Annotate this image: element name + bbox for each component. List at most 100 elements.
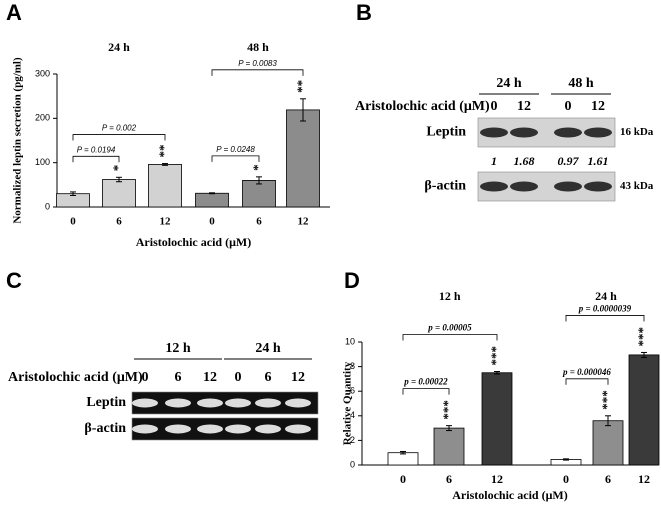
bar <box>433 427 465 466</box>
x-tick-label: 12 <box>638 472 650 486</box>
treatment-label: Aristolochic acid (μM) <box>8 370 143 385</box>
group-title: 24 h <box>595 289 617 303</box>
quantity-label: 1.61 <box>588 154 609 168</box>
quantity-label: 1 <box>491 154 497 168</box>
bar <box>195 192 229 208</box>
bracket <box>402 334 498 341</box>
p-value-label: P = 0.002 <box>102 124 137 133</box>
p-value-label: p = 0.00022 <box>403 377 448 387</box>
blot-band <box>285 424 311 434</box>
dose-label: 0 <box>565 99 572 114</box>
bar <box>286 109 320 208</box>
y-tick-label: 6 <box>350 386 355 396</box>
dose-label: 6 <box>175 370 182 385</box>
dose-label: 0 <box>491 99 498 114</box>
treatment-label: Aristolochic acid (μM) <box>355 99 490 114</box>
significance-stars: * <box>110 165 125 172</box>
bar <box>628 354 660 466</box>
y-tick-label: 200 <box>35 113 50 123</box>
blot-band <box>584 127 612 138</box>
size-label: 16 kDa <box>620 126 654 138</box>
size-label: 43 kDa <box>620 180 654 192</box>
x-axis-label: Aristolochic acid (μM) <box>136 235 251 249</box>
bar <box>481 372 513 466</box>
y-tick-label: 300 <box>35 68 50 78</box>
significance-stars: *** <box>635 327 650 347</box>
dose-label: 0 <box>235 370 242 385</box>
y-tick-label: 0 <box>350 459 355 469</box>
x-tick-label: 0 <box>70 216 76 228</box>
x-tick-label: 6 <box>605 472 611 486</box>
row-label: Leptin <box>86 395 126 410</box>
blot-band <box>584 181 612 192</box>
p-value-label: p = 0.0000039 <box>578 304 632 314</box>
p-value-label: P = 0.0083 <box>238 59 277 68</box>
bar <box>102 179 136 208</box>
blot-band <box>132 398 158 408</box>
dose-label: 12 <box>517 99 531 114</box>
y-axis-label: Relative Quantity <box>342 361 354 445</box>
blot-band <box>255 424 281 434</box>
x-tick-label: 12 <box>491 472 503 486</box>
x-tick-label: 0 <box>400 472 406 486</box>
row-label: Leptin <box>426 125 466 140</box>
group-title: 24 h <box>255 341 281 356</box>
p-value-label: P = 0.0194 <box>77 145 116 154</box>
panel-letter: D <box>344 268 360 293</box>
panel-letter: C <box>6 268 22 293</box>
y-tick-label: 0 <box>45 201 50 211</box>
blot-band <box>510 181 538 192</box>
y-tick-label: 10 <box>345 336 355 346</box>
significance-stars: ** <box>156 145 171 158</box>
bar <box>387 452 419 466</box>
p-value-label: p = 0.000046 <box>562 367 611 377</box>
bar <box>592 420 624 466</box>
blot-band <box>165 424 191 434</box>
blot-band <box>132 424 158 434</box>
row-label: β-actin <box>84 421 126 436</box>
blot-band <box>255 398 281 408</box>
x-tick-label: 6 <box>116 216 122 228</box>
group-title: 12 h <box>165 341 191 356</box>
blot-band <box>225 398 251 408</box>
group-title: 48 h <box>568 76 594 91</box>
x-tick-label: 12 <box>160 216 172 228</box>
bracket <box>211 69 304 76</box>
dose-label: 6 <box>265 370 272 385</box>
dose-label: 12 <box>291 370 305 385</box>
dose-label: 12 <box>203 370 217 385</box>
significance-stars: * <box>250 164 265 171</box>
x-tick-label: 12 <box>298 216 310 228</box>
quantity-label: 0.97 <box>558 154 580 168</box>
bracket <box>402 388 450 395</box>
x-tick-label: 0 <box>563 472 569 486</box>
group-title: 48 h <box>247 40 269 54</box>
bracket <box>72 134 166 141</box>
blot-band <box>197 398 223 408</box>
significance-stars: ** <box>294 80 309 93</box>
x-tick-label: 0 <box>209 216 215 228</box>
significance-stars: *** <box>440 400 455 420</box>
x-axis-label: Aristolochic acid (μM) <box>452 488 567 502</box>
x-tick-label: 6 <box>256 216 262 228</box>
bracket <box>565 315 645 322</box>
blot-band <box>480 127 508 138</box>
significance-stars: *** <box>599 390 614 410</box>
y-tick-label: 4 <box>350 410 355 420</box>
panel-letter: A <box>6 0 22 25</box>
quantity-label: 1.68 <box>514 154 535 168</box>
bar <box>148 164 182 208</box>
bracket <box>565 378 609 385</box>
blot-band <box>165 398 191 408</box>
p-value-label: P = 0.0248 <box>216 145 255 154</box>
row-label: β-actin <box>424 179 466 194</box>
blot-band <box>225 424 251 434</box>
x-tick-label: 6 <box>446 472 452 486</box>
dose-label: 12 <box>591 99 605 114</box>
blot-band <box>197 424 223 434</box>
group-title: 12 h <box>439 289 461 303</box>
group-title: 24 h <box>496 76 522 91</box>
group-title: 24 h <box>108 40 130 54</box>
blot-band <box>554 181 582 192</box>
